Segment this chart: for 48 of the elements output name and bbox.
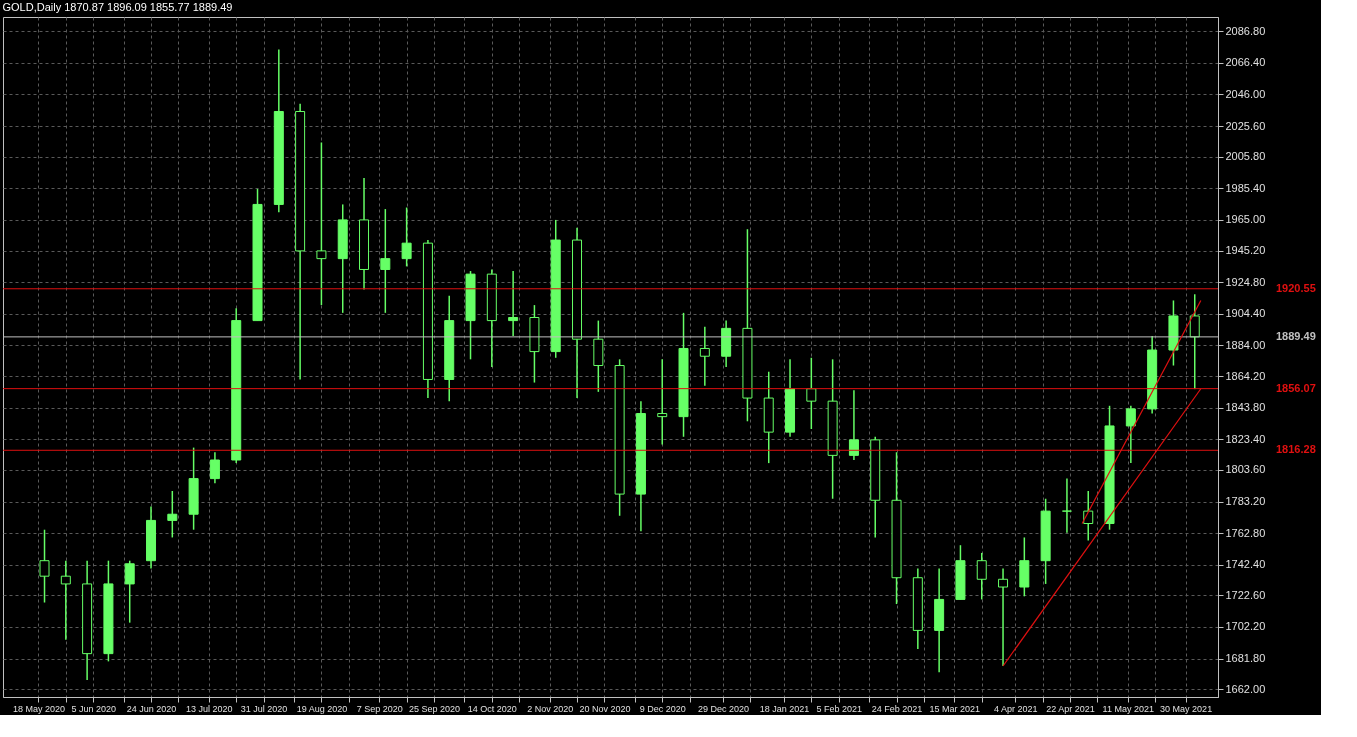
- y-tick-label: 1681.80: [1225, 652, 1266, 665]
- y-tick-label: 1864.20: [1225, 369, 1266, 382]
- x-tick-label: 2 Nov 2020: [527, 703, 574, 714]
- x-tick-label: 18 Jan 2021: [759, 703, 810, 714]
- y-tick-label: 1924.80: [1225, 275, 1266, 288]
- x-tick-label: 4 Apr 2021: [993, 703, 1038, 714]
- y-tick-label: 1884.00: [1225, 338, 1266, 351]
- x-tick-label: 24 Feb 2021: [871, 703, 923, 714]
- x-tick-label: 15 Mar 2021: [929, 703, 981, 714]
- y-tick-label: 1965.00: [1225, 213, 1266, 226]
- y-tick-label: 1823.40: [1225, 432, 1266, 445]
- x-tick-label: 18 May 2020: [12, 703, 65, 714]
- x-tick-label: 29 Dec 2020: [698, 703, 750, 714]
- y-tick-label: 1702.20: [1225, 620, 1266, 633]
- x-tick-label: 25 Sep 2020: [408, 703, 461, 714]
- y-tick-label: 1945.20: [1225, 244, 1266, 257]
- ref-line-label: 1920.55: [1276, 281, 1316, 294]
- chart-title: GOLD,Daily 1870.87 1896.09 1855.77 1889.49: [2, 1, 233, 13]
- x-tick-label: 30 May 2021: [1160, 703, 1213, 714]
- ref-line-label: 1856.07: [1276, 381, 1316, 394]
- x-tick-label: 11 May 2021: [1102, 703, 1154, 714]
- y-tick-label: 2086.80: [1225, 24, 1266, 37]
- x-tick-label: 22 Apr 2021: [1046, 703, 1095, 714]
- y-tick-label: 1662.00: [1225, 682, 1266, 695]
- x-tick-label: 5 Feb 2021: [816, 703, 862, 714]
- x-tick-label: 19 Aug 2020: [296, 703, 348, 714]
- ref-line-label: 1816.28: [1276, 443, 1316, 456]
- x-tick-label: 24 Jun 2020: [126, 703, 177, 714]
- y-tick-label: 1783.20: [1225, 495, 1266, 508]
- x-tick-label: 13 Jul 2020: [186, 703, 233, 714]
- y-tick-label: 2025.60: [1225, 119, 1266, 132]
- x-tick-label: 20 Nov 2020: [579, 703, 631, 714]
- x-tick-label: 9 Dec 2020: [639, 703, 686, 714]
- x-tick-label: 7 Sep 2020: [356, 703, 403, 714]
- y-tick-label: 1762.80: [1225, 526, 1266, 539]
- x-tick-label: 5 Jun 2020: [71, 703, 116, 714]
- x-tick-label: 14 Oct 2020: [467, 703, 517, 714]
- y-tick-label: 2066.40: [1225, 56, 1266, 69]
- ref-line-label: 1889.49: [1276, 329, 1316, 342]
- y-tick-label: 1985.40: [1225, 181, 1266, 194]
- y-tick-label: 1904.40: [1225, 307, 1266, 320]
- y-tick-label: 2005.80: [1225, 150, 1266, 163]
- y-tick-label: 2046.00: [1225, 87, 1266, 100]
- y-tick-label: 1843.80: [1225, 401, 1266, 414]
- y-tick-label: 1722.60: [1225, 588, 1266, 601]
- y-tick-label: 1803.60: [1225, 463, 1266, 476]
- x-tick-label: 31 Jul 2020: [240, 703, 288, 714]
- y-tick-label: 1742.40: [1225, 558, 1266, 571]
